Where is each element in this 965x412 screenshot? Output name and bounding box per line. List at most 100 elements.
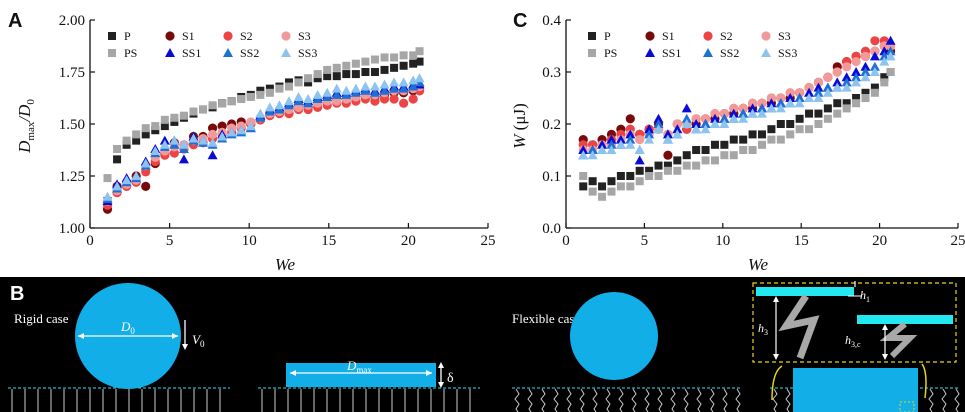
data-point [842, 104, 851, 113]
x-tick-label: 5 [166, 233, 174, 249]
data-point [879, 51, 890, 61]
data-point [833, 99, 842, 108]
legend-label: S3 [778, 29, 791, 43]
data-point [331, 83, 342, 93]
data-point [886, 68, 895, 76]
data-point [578, 145, 589, 154]
spring-pillar [954, 388, 960, 412]
data-point [398, 83, 409, 93]
data-point [776, 135, 785, 144]
data-point [794, 98, 805, 108]
data-point [672, 124, 683, 134]
data-point [160, 115, 169, 124]
data-point [342, 61, 351, 70]
data-point [710, 156, 719, 165]
data-point [805, 125, 814, 134]
data-point [786, 130, 795, 139]
data-point [814, 109, 823, 118]
data-point [766, 98, 777, 108]
data-point [578, 150, 589, 160]
legend-label: PS [604, 46, 617, 60]
data-point [141, 181, 151, 191]
data-point [644, 129, 655, 139]
data-point [361, 68, 370, 76]
spring-pillar [928, 388, 934, 412]
data-point [860, 61, 871, 71]
data-point [414, 73, 425, 83]
data-point [682, 161, 691, 170]
legend-label: P [604, 29, 611, 43]
data-point [323, 65, 332, 74]
data-point [341, 85, 352, 95]
data-point [293, 91, 304, 101]
data-point [701, 146, 710, 154]
data-point [634, 155, 645, 165]
data-point [188, 133, 199, 143]
data-point [822, 87, 833, 97]
data-point [767, 135, 776, 144]
data-point [852, 94, 861, 102]
data-point [880, 78, 889, 87]
data-point [313, 74, 322, 83]
rigid-substrate [8, 387, 480, 412]
data-point [851, 72, 862, 82]
data-point [245, 121, 256, 131]
data-point [691, 114, 701, 124]
data-point [141, 124, 150, 133]
data-point [380, 53, 389, 62]
spring-pillar [657, 388, 663, 412]
data-point [361, 57, 370, 66]
spring-pillar [941, 388, 947, 412]
data-point [644, 134, 655, 144]
data-point [786, 120, 795, 128]
data-point [822, 82, 833, 92]
data-point [879, 56, 890, 66]
data-point [869, 51, 880, 61]
data-point [218, 99, 227, 108]
data-point [399, 61, 408, 70]
data-point [380, 65, 389, 74]
y-tick-label: 1.75 [59, 65, 85, 81]
legend-label: SS1 [182, 46, 201, 60]
data-point [588, 187, 597, 196]
x-tick-label: 5 [641, 233, 649, 249]
data-point [813, 77, 824, 87]
data-point [285, 82, 293, 91]
spring-pillar [735, 388, 741, 412]
data-point [606, 139, 617, 149]
y-axis-label: Dmax/D0 [15, 99, 37, 154]
h3-label: h3 [758, 321, 768, 337]
data-point [851, 77, 862, 87]
data-point [616, 182, 625, 191]
data-point [673, 166, 682, 175]
data-point [236, 125, 247, 135]
chart-a: A 0 5 10 15 20 25 1.00 1.25 1.50 1.75 2.00 We Dmax/D0… [8, 10, 496, 274]
data-point [860, 51, 871, 62]
d0-label: D0 [120, 319, 135, 336]
legend-marker [645, 31, 655, 41]
data-point [409, 51, 418, 60]
data-point [607, 187, 616, 196]
data-point [663, 150, 673, 160]
data-point [758, 130, 766, 139]
data-point [823, 114, 832, 123]
data-point [399, 51, 408, 60]
mid-plate [857, 315, 953, 324]
data-point [217, 131, 228, 141]
data-point [832, 82, 843, 92]
data-point [322, 87, 333, 97]
data-point [265, 88, 274, 97]
data-point [860, 67, 871, 76]
data-point [832, 67, 842, 77]
data-point [739, 146, 748, 154]
data-point [635, 135, 645, 145]
data-point [692, 146, 701, 154]
data-point [179, 111, 188, 120]
spring-pillar [709, 388, 715, 412]
data-point [747, 103, 758, 113]
data-point [766, 93, 777, 103]
data-point [692, 161, 701, 170]
legend-marker [761, 31, 771, 41]
data-point [645, 166, 654, 175]
legend-label: SS1 [662, 46, 681, 60]
